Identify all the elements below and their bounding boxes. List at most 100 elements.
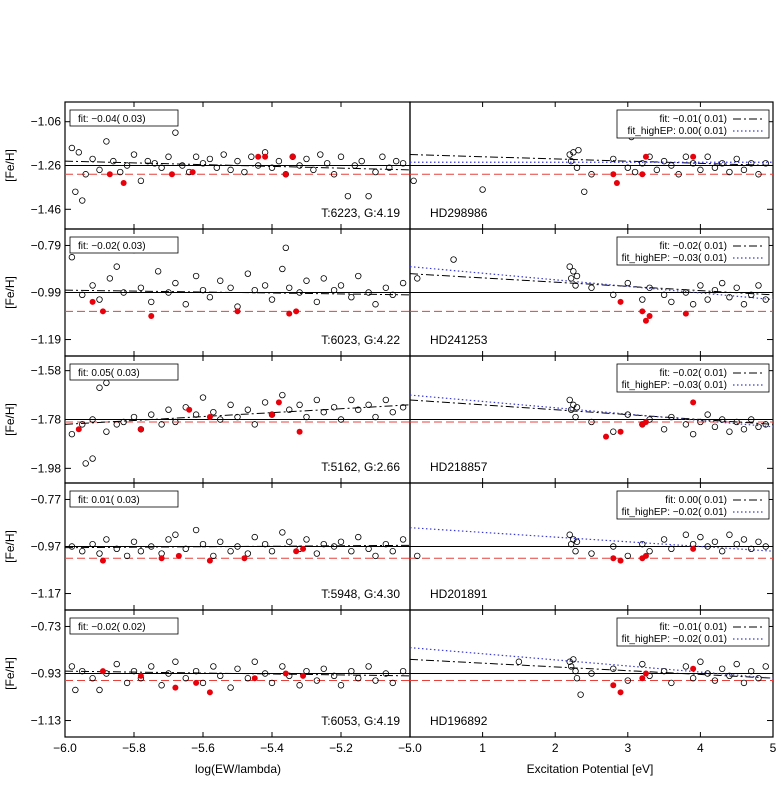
fe1-point [355,533,362,541]
right-fit-legend [616,236,770,266]
fe2-point [75,426,82,433]
fe1-point [624,677,631,684]
fe1-point [610,665,617,672]
fe2-point [189,169,196,176]
fe1-point [234,413,241,421]
fe1-point [682,531,690,538]
fe2-point [193,679,200,686]
fe1-point [313,677,321,684]
fe2-point [639,171,646,178]
fe1-point [251,421,258,428]
fe1-point [740,679,748,687]
left-fit-label: fit: −0.02( 0.02) [78,622,146,633]
fe1-point [566,396,573,404]
fe1-point [689,675,697,682]
right-fit-label: fit: −0.02( 0.01) [659,241,727,252]
fe1-point [740,536,748,543]
fe1-point [697,658,704,665]
fe1-point [351,162,358,169]
fe1-point [660,291,668,299]
fe1-point [217,277,224,284]
fe1-point [337,538,345,545]
fe1-point [296,682,303,689]
fe1-point [755,675,762,682]
fe1-point [365,545,372,553]
fe1-point [330,171,338,178]
left-fit-line [64,160,411,171]
fe1-point [103,138,110,145]
left-fit-legend [69,617,179,635]
fe1-point [575,146,582,154]
fe1-point [144,157,151,165]
fe1-point [192,667,200,675]
fe1-point [365,192,372,200]
y-tick-label: −1.58 [31,364,62,378]
fe1-point [697,533,704,541]
x-tick-label: −5.4 [260,741,284,755]
fe1-point [567,157,575,165]
fe1-point [330,404,338,411]
right-fit-line [409,154,774,166]
x-tick-label: −5.8 [122,741,146,755]
fe1-point [337,282,345,289]
fe1-point [755,171,762,178]
fe1-point [689,160,697,167]
fe1-point [624,164,631,171]
fe1-point [303,277,310,284]
fe1-point [682,153,690,160]
fe1-point [79,197,86,204]
fe1-point [227,548,234,555]
fe1-point [389,548,396,555]
fe1-point [158,682,165,689]
fe1-point [718,665,726,672]
fe1-point [610,155,617,163]
fe1-point [251,533,258,541]
fe1-point [372,168,379,176]
fe2-point [255,153,262,160]
fe1-point [296,162,303,169]
fe1-point [96,686,103,694]
fe1-point [389,679,396,687]
fe1-point [740,301,748,308]
fe2-point [186,406,193,413]
fe1-point [182,545,189,553]
panel-hd218857: −1.58 −1.78 −1.98 [Fe/H] fit: 0.05( 0.03) fit… [3,355,774,484]
y-tick-label: −0.79 [31,238,62,252]
fe1-point [320,275,327,282]
fe1-point [382,540,390,548]
fe1-point [79,548,86,555]
right-fit-label: fit: 0.00( 0.01) [665,495,727,506]
fe2-point [682,310,689,317]
fe1-point [227,284,234,291]
fe1-point [348,667,355,675]
fe1-point [279,529,286,536]
x-tick-label: 2 [552,741,559,755]
fe2-point [300,672,307,679]
fe2-point [617,557,624,564]
fe1-point [130,413,138,421]
fe1-point [718,160,726,167]
fe1-point [348,548,355,555]
fe2-point [690,665,697,672]
fe2-point [617,689,624,696]
fe1-point [210,408,217,416]
fe1-point [220,151,227,158]
fe1-point [572,282,579,289]
fe1-point [682,421,690,428]
fe1-point [96,296,103,303]
fe1-point [450,256,457,263]
fe1-point [234,665,241,672]
fe1-point [639,660,646,668]
y-tick-label: −0.93 [31,667,62,681]
fe1-point [103,536,110,543]
fe2-point [610,171,617,178]
fe1-point [572,667,579,675]
fe1-point [165,289,172,296]
fe2-point [168,171,175,178]
fe1-point [206,294,214,301]
fe1-point [261,399,269,406]
left-fit-line [64,670,411,677]
fe1-point [762,421,769,428]
fe1-point [330,286,338,294]
right-highep-fit-line [409,527,774,552]
